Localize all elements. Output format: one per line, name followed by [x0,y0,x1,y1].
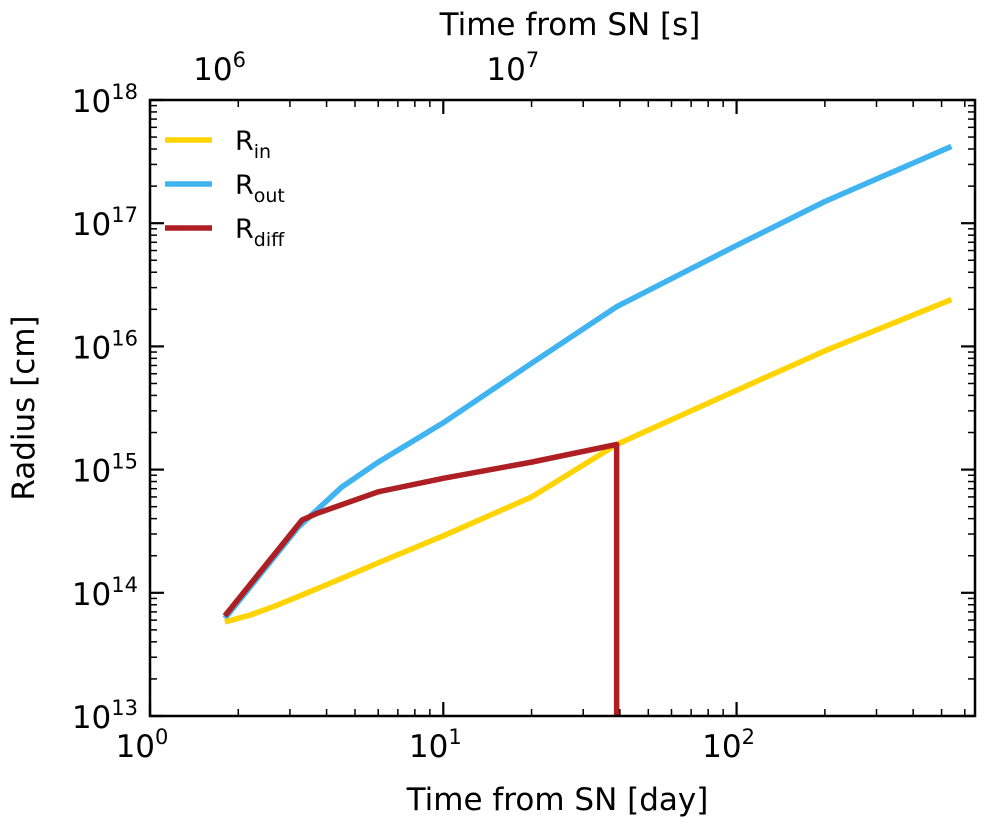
legend-label-r-in: Rin [235,126,271,163]
y-tick-label: 1015 [72,450,138,490]
axes-frame [148,98,977,718]
legend-label-r-out: Rout [235,170,285,207]
y-tick-label: 1017 [72,203,138,243]
y-tick-label: 1013 [72,696,138,736]
x-tick-label: 102 [702,725,755,765]
series-line-r-diff [222,441,620,716]
series-line-r-out [222,143,953,621]
y-tick-label: 1014 [72,573,138,613]
series-line-r-in [224,297,953,625]
x2-tick-label: 107 [486,48,539,88]
x-axis-label: Time from SN [day] [406,782,709,818]
y-axis-label: Radius [cm] [6,315,42,500]
y-tick-label: 1018 [72,80,138,120]
y-tick-label: 1016 [72,326,138,366]
x-tick-label: 101 [409,725,462,765]
x2-tick-label: 106 [193,48,246,88]
x2-axis-label: Time from SN [s] [439,7,701,43]
x-tick-label: 100 [116,725,169,765]
legend-label-r-diff: Rdiff [235,214,285,251]
